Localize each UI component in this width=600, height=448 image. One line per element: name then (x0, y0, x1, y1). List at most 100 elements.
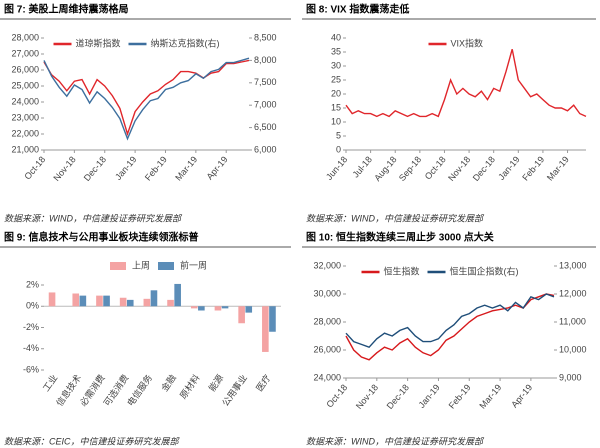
bar (198, 306, 205, 311)
y-tick-label: 22,000 (11, 128, 39, 138)
x-tick-label: 能源 (206, 372, 225, 393)
y-tick-label: 40 (331, 32, 341, 42)
bar (269, 306, 276, 332)
bar (79, 295, 87, 307)
y-tick-label: -2% (23, 322, 39, 332)
y-tick-label: 30 (331, 60, 341, 70)
x-tick-label: Jan-19 (113, 154, 138, 182)
y-tick-label: 2% (26, 279, 39, 289)
source-note: 数据来源：WIND，中信建投证券研究发展部 (4, 213, 183, 223)
y-tick-label: 25 (331, 74, 341, 84)
y2-tick-label: 9,000 (559, 372, 582, 382)
y-tick-label: 0% (26, 301, 39, 311)
x-tick-label: Jan-19 (496, 154, 521, 182)
x-tick-label: Nov-18 (51, 154, 77, 183)
y2-tick-label: 6,500 (254, 122, 277, 132)
x-tick-label: Feb-19 (447, 382, 473, 410)
y-tick-label: 24,000 (313, 372, 341, 382)
x-tick-label: Jun-18 (324, 154, 349, 182)
legend-swatch (158, 262, 174, 270)
bar (214, 306, 222, 311)
series-line (345, 293, 555, 349)
series-line (43, 59, 250, 137)
bar (48, 292, 56, 307)
x-tick-label: Jan-19 (416, 382, 441, 410)
legend-label: 上周 (132, 260, 150, 270)
bar (262, 306, 269, 352)
bar (221, 306, 229, 309)
x-tick-label: Oct-18 (22, 154, 47, 181)
y2-tick-label: 11,000 (559, 316, 586, 326)
y-tick-label: -4% (23, 343, 39, 353)
legend-label: 纳斯达克指数(右) (151, 37, 220, 48)
x-tick-label: Dec-18 (471, 154, 497, 183)
x-tick-label: Oct-18 (324, 382, 349, 409)
y-tick-label: 10 (331, 116, 341, 126)
y-tick-label: 5 (336, 130, 341, 140)
x-tick-label: Apr-19 (509, 382, 534, 409)
source-note: 数据来源：WIND，中信建投证券研究发展部 (306, 213, 485, 223)
bar (72, 293, 80, 307)
x-tick-label: Feb-19 (143, 154, 169, 182)
figure-title: 图 9: 信息技术与公用事业板块连续领涨标普 (4, 231, 198, 244)
y-tick-label: 0 (336, 144, 341, 154)
y-tick-label: 30,000 (313, 288, 341, 298)
y2-tick-label: 13,000 (559, 260, 587, 270)
x-tick-label: Mar-19 (545, 154, 571, 182)
legend-label: VIX指数 (451, 37, 484, 48)
y-tick-label: 27,000 (11, 48, 39, 58)
legend-swatch (110, 262, 126, 270)
x-tick-label: Aug-18 (372, 154, 398, 183)
legend-label: 恒生国企指数(右) (450, 265, 519, 276)
y-tick-label: 28,000 (313, 316, 341, 326)
y-tick-label: 20 (331, 88, 341, 98)
y-tick-label: 21,000 (11, 144, 39, 154)
x-tick-label: 医疗 (253, 372, 272, 393)
x-tick-label: Sep-18 (397, 154, 423, 183)
y2-tick-label: 6,000 (254, 144, 277, 154)
figure-title: 图 8: VIX 指数震荡走低 (306, 3, 409, 16)
y-tick-label: 25,000 (11, 80, 39, 90)
x-tick-label: Nov-18 (446, 154, 472, 183)
x-tick-label: 工业 (41, 373, 60, 393)
bar (238, 306, 245, 324)
source-note: 数据来源：WIND，中信建投证券研究发展部 (306, 436, 485, 446)
x-tick-label: Mar-19 (173, 154, 199, 182)
bar (143, 298, 151, 307)
bar (245, 306, 253, 313)
x-tick-label: Oct-18 (423, 154, 448, 181)
y-tick-label: 35 (331, 46, 341, 56)
y2-tick-label: 12,000 (559, 288, 587, 298)
x-tick-label: 原材料 (177, 372, 202, 400)
y2-tick-label: 7,000 (254, 100, 277, 110)
bar (167, 299, 174, 307)
series-line (43, 57, 250, 141)
bar (96, 295, 103, 307)
x-tick-label: Mar-19 (477, 382, 503, 410)
figure-title: 图 7: 美股上周维持震荡格局 (4, 3, 128, 16)
y2-tick-label: 10,000 (559, 344, 587, 354)
x-tick-label: Jul-18 (351, 154, 374, 179)
figure-title: 图 10: 恒生指数连续三周止步 3000 点大关 (306, 231, 494, 244)
y-tick-label: 24,000 (11, 96, 39, 106)
bar (174, 283, 181, 307)
legend-label: 恒生指数 (384, 265, 420, 276)
legend-label: 前一周 (180, 259, 207, 270)
x-tick-label: Dec-18 (82, 154, 108, 183)
bar (150, 290, 158, 307)
x-tick-label: Apr-19 (205, 154, 230, 181)
bar (126, 299, 134, 307)
x-tick-label: 金融 (159, 372, 178, 393)
y-tick-label: 26,000 (11, 64, 39, 74)
y-tick-label: 15 (331, 102, 341, 112)
bar (190, 306, 198, 309)
y-tick-label: -6% (23, 364, 39, 374)
x-tick-label: Feb-19 (520, 154, 546, 182)
y2-tick-label: 7,500 (254, 77, 277, 87)
series-line (345, 49, 587, 118)
bar (103, 295, 110, 307)
y-tick-label: 32,000 (313, 260, 341, 270)
y2-tick-label: 8,500 (254, 32, 277, 42)
